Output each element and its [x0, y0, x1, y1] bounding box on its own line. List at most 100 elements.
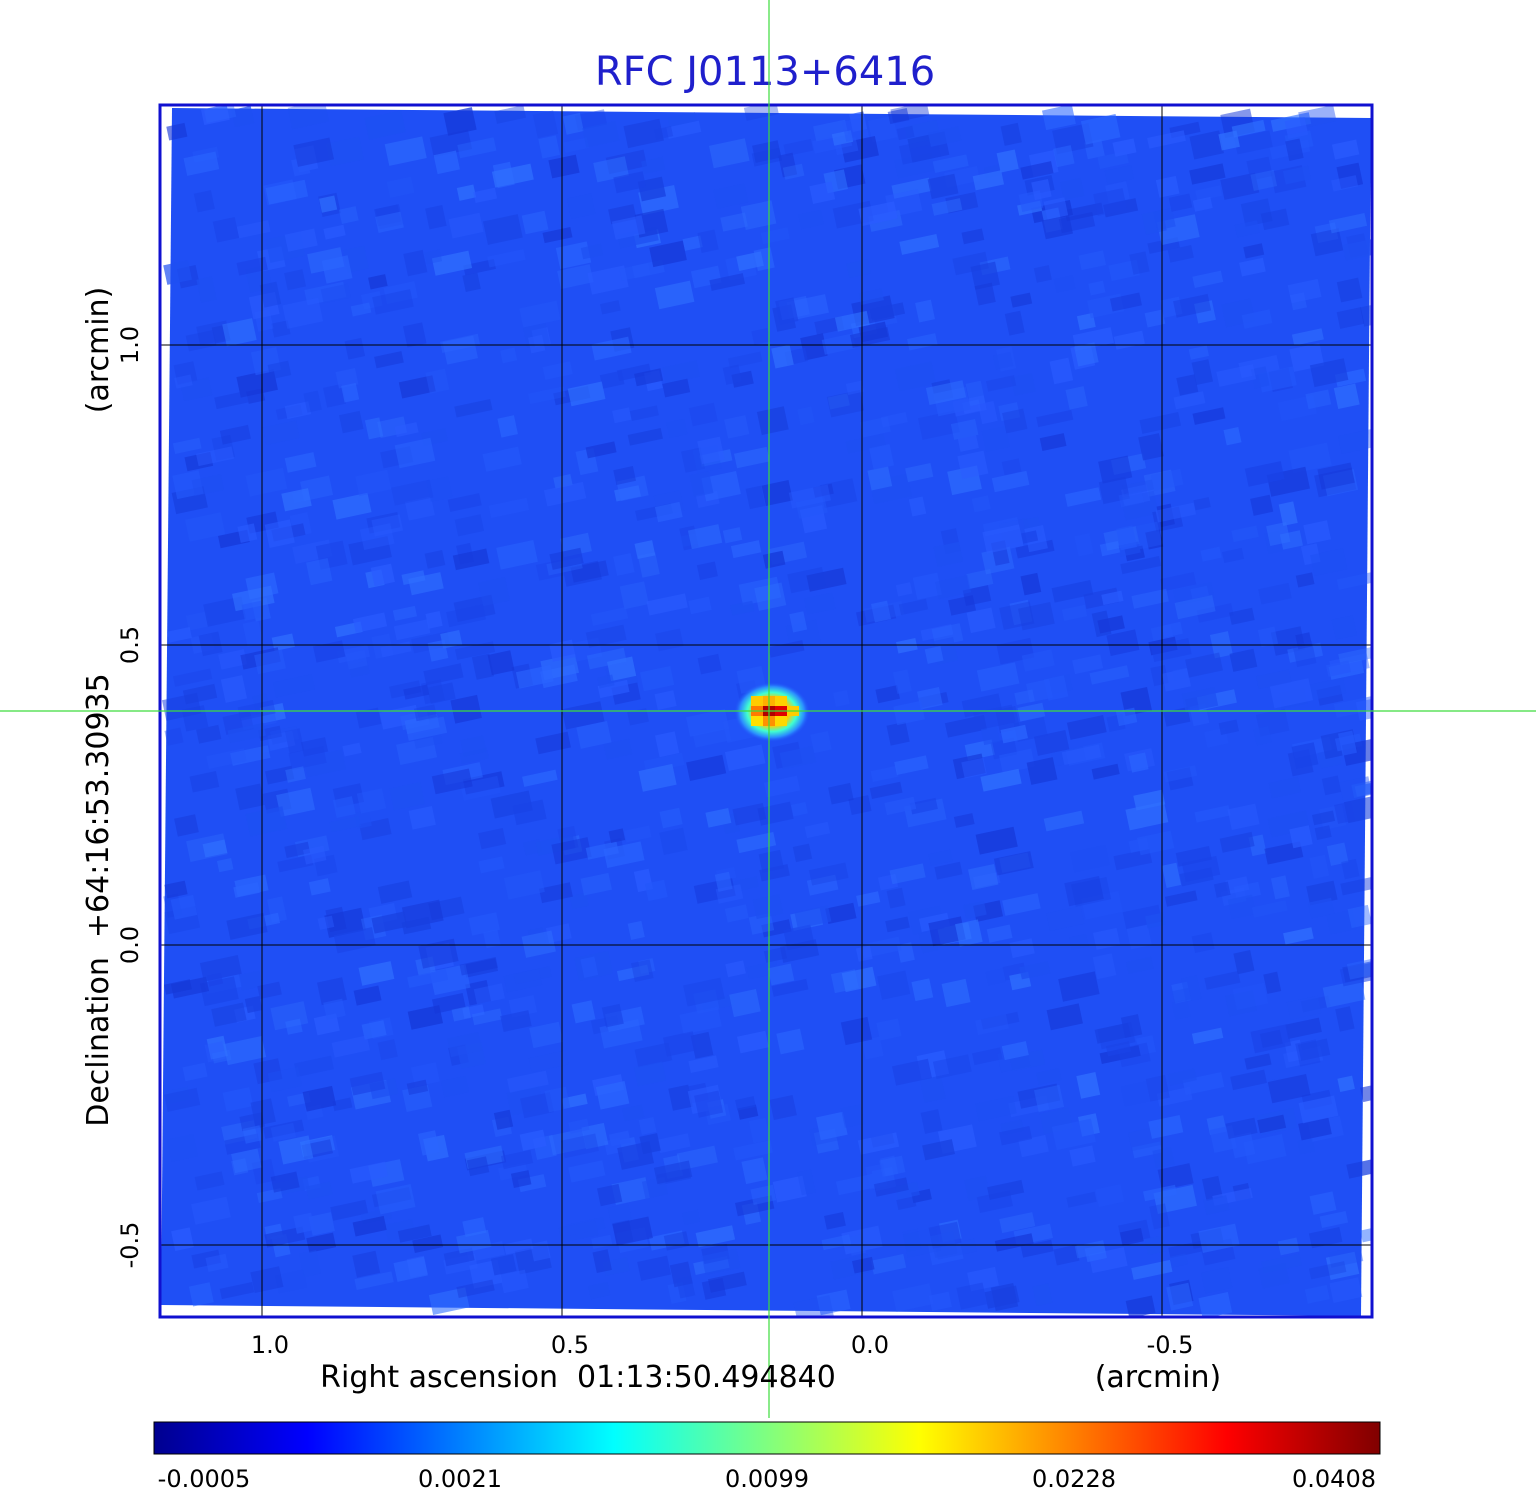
- noise-patch: [447, 1031, 483, 1058]
- noise-patch: [330, 1199, 369, 1221]
- noise-patch: [687, 524, 723, 550]
- noise-patch: [1150, 638, 1192, 662]
- noise-patch: [964, 1175, 991, 1201]
- noise-patch: [725, 960, 746, 978]
- noise-patch: [344, 337, 366, 360]
- noise-patch: [1193, 497, 1211, 511]
- noise-patch: [1267, 1073, 1311, 1104]
- noise-patch: [613, 552, 635, 576]
- noise-patch: [1268, 776, 1302, 799]
- noise-patch: [568, 1118, 590, 1134]
- noise-patch: [572, 637, 603, 662]
- noise-patch: [456, 1229, 492, 1254]
- noise-patch: [1339, 776, 1371, 801]
- noise-patch: [771, 344, 794, 369]
- noise-patch: [349, 1071, 386, 1096]
- noise-patch: [196, 320, 231, 346]
- noise-patch: [538, 135, 561, 159]
- noise-patch: [608, 1130, 631, 1147]
- noise-patch: [922, 1139, 955, 1161]
- noise-patch: [746, 960, 779, 980]
- noise-patch: [1225, 990, 1258, 1017]
- noise-patch: [371, 911, 408, 934]
- noise-patch: [1051, 579, 1094, 603]
- noise-patch: [375, 211, 404, 233]
- noise-patch: [1331, 139, 1360, 160]
- noise-patch: [1220, 172, 1260, 200]
- noise-patch: [998, 748, 1036, 774]
- noise-patch: [621, 1104, 645, 1122]
- noise-patch: [248, 291, 280, 320]
- noise-patch: [353, 985, 382, 1006]
- noise-patch: [1091, 763, 1120, 780]
- noise-patch: [1292, 641, 1317, 668]
- noise-patch: [627, 427, 663, 446]
- noise-patch: [521, 930, 556, 958]
- noise-patch: [1340, 877, 1371, 896]
- noise-patch: [918, 410, 960, 440]
- noise-patch: [466, 1240, 505, 1263]
- noise-patch: [1071, 876, 1112, 907]
- noise-patch: [281, 488, 312, 512]
- noise-patch: [284, 452, 317, 473]
- noise-patch: [1149, 1203, 1170, 1230]
- noise-patch: [1065, 386, 1088, 410]
- noise-patch: [245, 467, 288, 497]
- noise-patch: [174, 374, 193, 389]
- noise-patch: [1167, 1068, 1197, 1086]
- noise-patch: [738, 576, 782, 606]
- noise-patch: [585, 441, 617, 459]
- noise-patch: [1002, 408, 1028, 434]
- noise-patch: [1243, 243, 1265, 259]
- noise-patch: [1008, 1095, 1050, 1118]
- noise-patch: [393, 1256, 428, 1282]
- noise-patch: [1231, 119, 1266, 138]
- noise-patch: [1103, 198, 1139, 218]
- noise-patch: [206, 748, 247, 770]
- noise-patch: [1189, 163, 1226, 185]
- noise-patch: [1120, 1081, 1151, 1107]
- noise-patch: [1080, 113, 1121, 145]
- noise-patch: [1105, 181, 1130, 204]
- noise-patch: [676, 1276, 696, 1299]
- noise-patch: [899, 234, 940, 255]
- noise-patch: [1017, 1083, 1061, 1109]
- noise-patch: [500, 347, 518, 364]
- noise-patch: [1168, 1253, 1188, 1268]
- noise-patch: [1304, 1284, 1330, 1304]
- noise-patch: [424, 549, 446, 569]
- noise-patch: [816, 1289, 851, 1316]
- noise-patch: [1317, 462, 1355, 490]
- noise-patch: [432, 992, 466, 1014]
- noise-patch: [341, 382, 360, 403]
- noise-patch: [1148, 1114, 1184, 1139]
- noise-patch: [1133, 789, 1166, 811]
- noise-patch: [870, 1253, 907, 1275]
- noise-patch: [396, 737, 438, 766]
- noise-patch: [957, 450, 989, 480]
- noise-patch: [662, 378, 691, 398]
- y-axis-unit: (arcmin): [81, 287, 116, 414]
- noise-patch: [974, 1014, 1009, 1036]
- noise-patch: [1263, 971, 1282, 994]
- noise-patch: [272, 674, 315, 698]
- noise-patch: [429, 129, 473, 158]
- noise-patch: [1122, 479, 1155, 496]
- noise-patch: [473, 187, 498, 204]
- noise-patch: [413, 729, 443, 749]
- noise-patch: [1010, 292, 1033, 308]
- noise-patch: [440, 333, 481, 354]
- noise-patch: [1153, 207, 1176, 231]
- noise-patch: [1270, 875, 1290, 900]
- noise-patch: [697, 653, 722, 675]
- noise-patch: [568, 1160, 606, 1183]
- noise-patch: [852, 1256, 875, 1274]
- noise-patch: [967, 863, 999, 891]
- noise-patch: [269, 725, 300, 745]
- noise-patch: [1334, 801, 1355, 824]
- noise-patch: [996, 149, 1019, 173]
- noise-patch: [1346, 1157, 1371, 1179]
- noise-patch: [970, 261, 1000, 290]
- noise-patch: [981, 426, 1010, 452]
- noise-patch: [767, 963, 795, 986]
